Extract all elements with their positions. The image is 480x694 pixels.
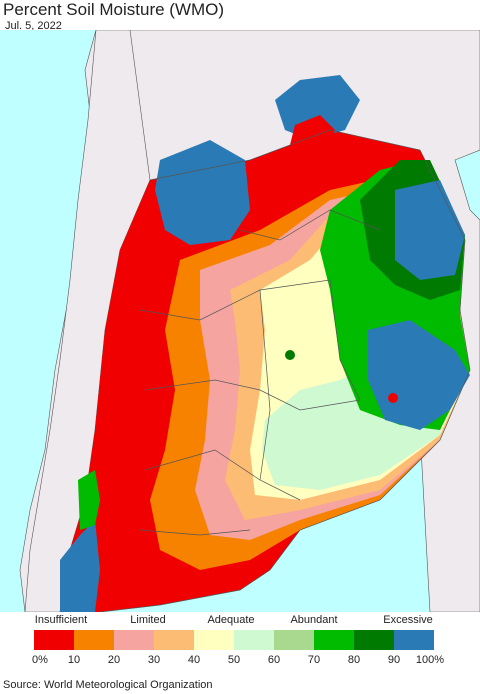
region-red-island — [230, 572, 246, 582]
legend-tick: 50 — [227, 654, 241, 666]
region-green-spot — [285, 350, 295, 360]
region-blue-nw — [155, 140, 250, 245]
region-red-north — [290, 115, 335, 165]
region-red-spot — [388, 393, 398, 403]
legend-cat-limited: Limited — [130, 614, 166, 626]
legend-swatch-1 — [74, 630, 114, 650]
legend-swatch-5 — [234, 630, 274, 650]
legend-tick: 90 — [387, 654, 401, 666]
legend-swatch-6 — [274, 630, 314, 650]
legend-tick: 30 — [147, 654, 161, 666]
legend-tick: 0% — [32, 654, 48, 666]
legend-swatch-4 — [194, 630, 234, 650]
legend-cat-adequate: Adequate — [207, 614, 255, 626]
legend-cat-excessive: Excessive — [383, 614, 433, 626]
map-title: Percent Soil Moisture (WMO) — [3, 0, 225, 19]
region-blue-north — [275, 75, 360, 140]
legend-tick: 10 — [67, 654, 81, 666]
region-green-sw — [78, 470, 100, 530]
map-date: Jul. 5, 2022 — [5, 20, 62, 32]
region-blue-sw — [60, 520, 100, 612]
source-credit: Source: World Meteorological Organizatio… — [3, 679, 213, 691]
legend-categories: Insufficient Limited Adequate Abundant E… — [0, 614, 480, 628]
legend-swatch-8 — [354, 630, 394, 650]
legend-swatch-2 — [114, 630, 154, 650]
legend-color-bar — [34, 630, 434, 650]
legend-tick: 80 — [347, 654, 361, 666]
legend-swatch-9 — [394, 630, 434, 650]
legend-ticks: 0% 10 20 30 40 50 60 70 80 90 100% — [0, 654, 480, 668]
chile-strip — [24, 30, 151, 612]
legend-tick: 60 — [267, 654, 281, 666]
legend-tick: 40 — [187, 654, 201, 666]
legend-tick: 70 — [307, 654, 321, 666]
legend-swatch-7 — [314, 630, 354, 650]
legend-tick: 20 — [107, 654, 121, 666]
legend-cat-abundant: Abundant — [290, 614, 338, 626]
soil-moisture-map — [0, 30, 480, 612]
legend-swatch-3 — [154, 630, 194, 650]
borders — [99, 129, 471, 612]
legend-swatch-0 — [34, 630, 74, 650]
legend-tick: 100% — [415, 654, 445, 666]
legend-cat-insufficient: Insufficient — [34, 614, 88, 626]
